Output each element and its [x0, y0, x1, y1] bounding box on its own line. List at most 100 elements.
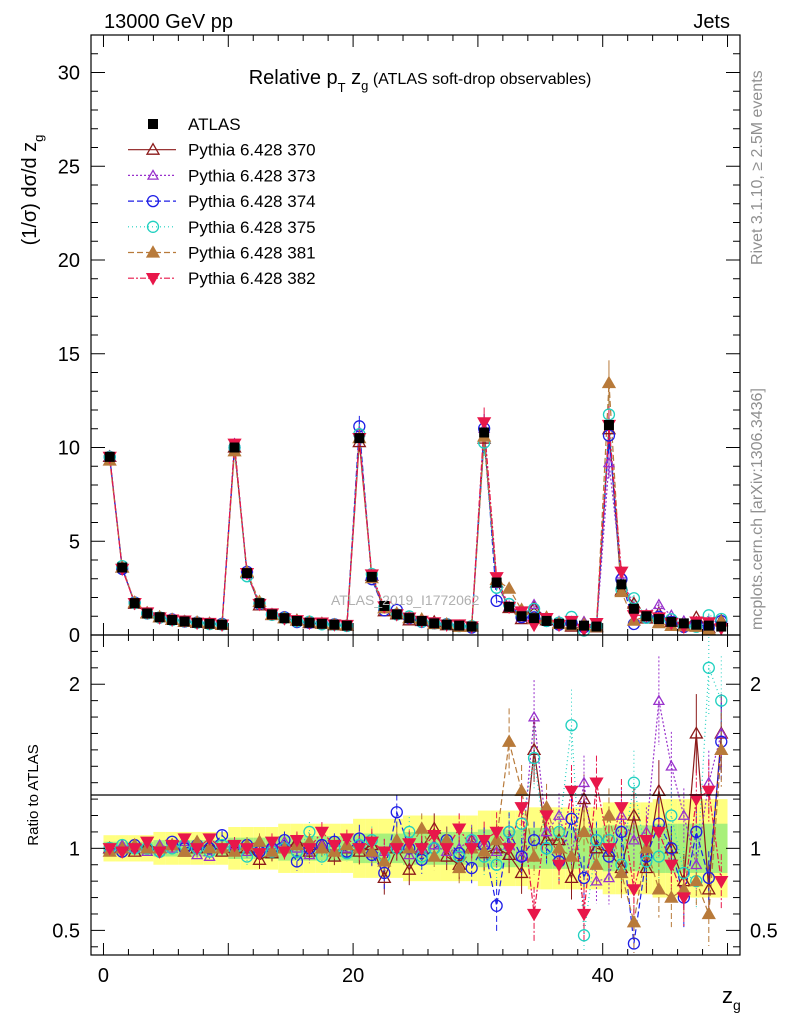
ratio-point — [665, 842, 678, 855]
ratio-point — [652, 694, 665, 706]
ratio-point — [651, 826, 666, 840]
atlas-point — [217, 619, 228, 630]
y-tick-label: 15 — [58, 344, 80, 366]
atlas-point — [504, 601, 515, 612]
legend-label: Pythia 6.428 373 — [188, 166, 316, 185]
atlas-point — [554, 618, 565, 629]
ratio-point — [514, 865, 529, 879]
atlas-point — [129, 598, 140, 609]
atlas-point — [291, 615, 302, 626]
main-point — [477, 417, 492, 430]
atlas-point — [304, 617, 315, 628]
ratio-point — [640, 855, 653, 868]
atlas-point — [416, 615, 427, 626]
ratio-point — [314, 841, 330, 854]
ratio-point — [614, 865, 629, 879]
x-axis-label: zg — [722, 983, 741, 1013]
main-point — [501, 581, 517, 594]
atlas-point — [104, 451, 115, 462]
ratio-point — [577, 871, 591, 885]
ratio-point — [252, 848, 267, 861]
ratio-point — [202, 841, 217, 854]
ratio-point — [403, 848, 416, 860]
atlas-point — [391, 609, 402, 620]
rivet-version-label: Rivet 3.1.10, ≥ 2.5M events — [749, 70, 766, 265]
atlas-point — [641, 611, 652, 622]
ratio-tick-label-right: 1 — [750, 838, 761, 860]
ratio-point — [526, 849, 542, 862]
ratio-point — [277, 846, 292, 859]
ratio-point — [264, 836, 280, 850]
ratio-point — [502, 825, 516, 839]
atlas-point — [366, 571, 377, 582]
ratio-point — [327, 839, 342, 853]
ratio-point — [540, 842, 553, 855]
ratio-point — [501, 843, 517, 856]
ratio-point — [614, 802, 629, 815]
atlas-point — [117, 562, 128, 573]
ratio-point — [289, 834, 305, 848]
ratio-point — [577, 776, 591, 788]
ratio-point — [664, 859, 679, 873]
atlas-point — [254, 598, 265, 609]
ratio-point — [264, 844, 280, 857]
ratio-point — [527, 751, 541, 765]
ratio-point — [526, 742, 542, 756]
atlas-point — [329, 619, 340, 630]
y-tick-label: 10 — [58, 438, 80, 460]
ratio-point — [589, 777, 604, 791]
atlas-point — [441, 619, 452, 630]
atlas-point — [242, 568, 253, 579]
ratio-point — [539, 810, 554, 823]
atlas-point — [566, 619, 577, 630]
ratio-point — [102, 843, 117, 856]
ratio-point — [565, 812, 578, 825]
atlas-point — [404, 613, 415, 624]
ratio-point — [602, 871, 616, 883]
ratio-point — [615, 825, 628, 839]
ratio-tick-label: 0.5 — [52, 920, 80, 942]
atlas-point — [666, 616, 677, 627]
ratio-point — [626, 884, 642, 897]
ratio-point — [214, 843, 230, 856]
ratio-point — [690, 858, 703, 870]
legend-marker — [146, 194, 160, 208]
atlas-point — [691, 619, 702, 630]
atlas-point — [154, 612, 165, 623]
ratio-point — [564, 785, 579, 799]
ratio-point — [615, 809, 628, 820]
atlas-point — [516, 611, 527, 622]
atlas-point — [491, 577, 502, 588]
main-point — [490, 594, 503, 608]
y-tick-label: 30 — [58, 63, 80, 85]
ratio-point — [577, 929, 591, 942]
ratio-point — [527, 710, 541, 722]
main-point — [602, 456, 616, 468]
legend-marker — [145, 142, 161, 155]
legend-label: Pythia 6.428 381 — [188, 244, 316, 263]
ratio-point — [127, 843, 142, 856]
ratio-point — [514, 802, 529, 815]
ratio-point — [665, 809, 678, 822]
ratio-point — [403, 825, 416, 839]
ratio-point — [364, 836, 379, 850]
atlas-point — [266, 609, 277, 620]
ratio-point — [715, 727, 728, 738]
legend-label: Pythia 6.428 370 — [188, 141, 316, 160]
ratio-point — [664, 890, 679, 903]
ratio-point — [390, 806, 403, 819]
mcplots-label: mcplots.cern.ch [arXiv:1306.3436] — [749, 388, 766, 630]
ratio-point — [526, 908, 542, 922]
ratio-point — [490, 845, 503, 857]
atlas-point — [167, 615, 178, 625]
ratio-point — [651, 882, 666, 895]
ratio-point — [589, 857, 604, 870]
atlas-point — [466, 621, 477, 632]
legend-marker-atlas — [148, 119, 158, 129]
atlas-point — [429, 618, 440, 629]
ratio-point — [639, 841, 654, 854]
ratio-point — [539, 832, 554, 846]
ratio-point — [339, 833, 354, 846]
ratio-point — [627, 833, 641, 845]
band-inner-bin — [715, 823, 728, 873]
